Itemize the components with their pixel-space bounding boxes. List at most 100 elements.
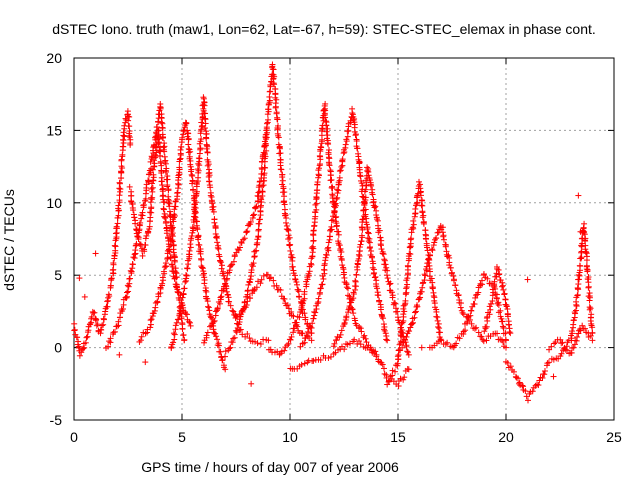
data-point — [309, 249, 316, 256]
data-point — [519, 382, 526, 389]
data-point — [324, 132, 331, 139]
data-point — [265, 106, 272, 113]
data-point — [304, 328, 311, 335]
data-point — [462, 327, 469, 334]
data-point — [507, 363, 514, 370]
data-point — [265, 116, 272, 123]
data-point — [339, 262, 346, 269]
data-point — [562, 346, 569, 353]
data-point — [372, 273, 379, 280]
data-point — [112, 230, 119, 237]
data-point — [308, 245, 315, 252]
data-point — [274, 116, 281, 123]
data-point — [218, 265, 225, 272]
data-point — [255, 189, 262, 196]
data-point — [203, 332, 210, 339]
data-point — [107, 335, 114, 342]
data-point — [190, 225, 197, 232]
data-point — [298, 361, 305, 368]
data-point — [217, 258, 224, 265]
data-point — [495, 299, 502, 306]
data-point — [570, 344, 577, 351]
data-point — [404, 348, 411, 355]
data-point — [247, 276, 254, 283]
data-point — [164, 176, 171, 183]
data-point — [246, 335, 253, 342]
data-point — [161, 143, 168, 150]
data-point — [394, 360, 401, 367]
data-point — [271, 81, 278, 88]
data-point — [412, 308, 419, 315]
data-point — [152, 304, 159, 311]
data-point — [116, 351, 123, 358]
data-point — [176, 296, 183, 303]
data-point — [313, 187, 320, 194]
data-point — [564, 347, 571, 354]
data-point — [343, 284, 350, 291]
data-point — [295, 288, 302, 295]
data-point — [480, 270, 487, 277]
data-point — [328, 176, 335, 183]
y-axis-label: dSTEC / TECUs — [1, 189, 17, 291]
data-point — [309, 243, 316, 250]
data-point — [325, 239, 332, 246]
data-point — [91, 309, 98, 316]
data-point — [283, 219, 290, 226]
data-point — [287, 241, 294, 248]
data-point — [204, 162, 211, 169]
data-point — [270, 277, 277, 284]
data-point — [513, 374, 520, 381]
data-point — [165, 199, 172, 206]
data-point — [298, 306, 305, 313]
data-point — [412, 309, 419, 316]
data-point — [504, 313, 511, 320]
data-point — [159, 193, 166, 200]
data-point — [381, 256, 388, 263]
data-point — [548, 343, 555, 350]
data-point — [418, 288, 425, 295]
data-point — [230, 308, 237, 315]
data-point — [161, 264, 168, 271]
data-point — [363, 339, 370, 346]
data-point — [124, 289, 131, 296]
data-point — [426, 251, 433, 258]
data-point — [354, 145, 361, 152]
data-point — [403, 342, 410, 349]
data-point — [181, 337, 188, 344]
data-point — [358, 328, 365, 335]
data-point — [369, 191, 376, 198]
data-point — [241, 235, 248, 242]
data-point — [394, 308, 401, 315]
data-point — [390, 301, 397, 308]
data-point — [251, 253, 258, 260]
data-point — [184, 127, 191, 134]
data-point — [321, 260, 328, 267]
data-point — [189, 180, 196, 187]
data-point — [378, 246, 385, 253]
data-point — [161, 153, 168, 160]
data-point — [127, 267, 134, 274]
data-point — [201, 102, 208, 109]
data-point — [568, 335, 575, 342]
data-point — [316, 162, 323, 169]
data-point — [98, 322, 105, 329]
data-point — [171, 203, 178, 210]
data-point — [342, 141, 349, 148]
data-point — [126, 275, 133, 282]
data-point — [340, 271, 347, 278]
data-point — [308, 324, 315, 331]
data-point — [151, 307, 158, 314]
data-point — [147, 214, 154, 221]
data-point — [491, 278, 498, 285]
data-point — [398, 329, 405, 336]
data-point — [168, 261, 175, 268]
data-point — [168, 225, 175, 232]
data-point — [204, 149, 211, 156]
data-point — [450, 272, 457, 279]
data-point — [420, 212, 427, 219]
data-point — [362, 194, 369, 201]
data-point — [244, 298, 251, 305]
data-point — [76, 275, 83, 282]
data-point — [360, 207, 367, 214]
data-point — [174, 190, 181, 197]
